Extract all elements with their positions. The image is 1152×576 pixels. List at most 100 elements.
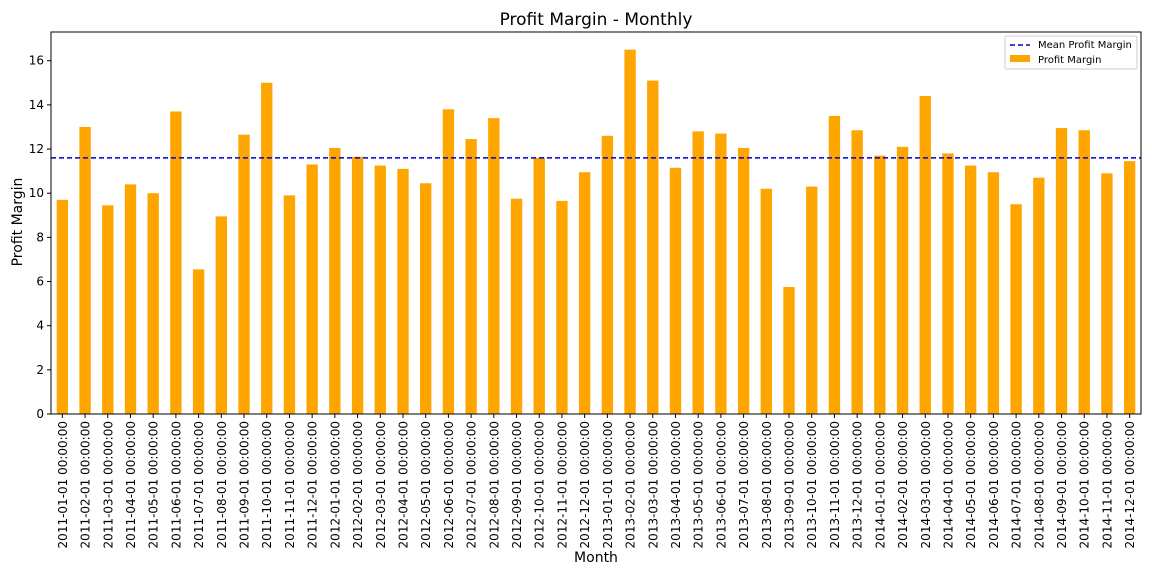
bar-2011-01 [56,199,69,414]
bar-2013-04 [669,167,682,414]
bar-2012-09 [510,198,523,414]
bar-2014-02 [896,146,909,415]
bar-2014-03 [919,96,931,415]
x-tick-label: 2012-07-01 00:00:00 [465,421,479,548]
x-tick-label: 2013-06-01 00:00:00 [714,421,728,548]
x-tick-label: 2014-04-01 00:00:00 [941,421,955,548]
bar-2011-05 [147,193,159,414]
bar-2012-03 [374,165,386,414]
bar-2012-07 [465,139,477,415]
x-tick-label: 2011-12-01 00:00:00 [306,421,320,548]
bar-2012-12 [578,172,591,414]
x-tick-label: 2012-05-01 00:00:00 [419,421,433,548]
bar-2014-12 [1123,161,1136,414]
bar-2013-09 [783,287,795,414]
bar-2011-11 [283,195,296,414]
x-tick-label: 2011-05-01 00:00:00 [147,421,161,548]
x-tick-label: 2011-07-01 00:00:00 [192,421,206,548]
x-tick-label: 2012-01-01 00:00:00 [328,421,342,548]
x-tick-label: 2012-09-01 00:00:00 [510,421,524,548]
x-tick-label: 2012-12-01 00:00:00 [578,421,592,548]
x-tick-label: 2012-06-01 00:00:00 [442,421,456,548]
y-tick-label: 8 [36,230,44,244]
x-tick-label: 2014-10-01 00:00:00 [1078,421,1092,548]
x-tick-label: 2014-06-01 00:00:00 [987,421,1001,548]
axes-group: 0 2 4 6 8 10 12 14 16 2011-01-01 00:00:00 2011-02-… [29,31,1142,548]
bar-2013-12 [851,130,863,414]
x-tick-label: 2011-01-01 00:00:00 [56,421,70,548]
y-tick-label: 2 [36,363,44,377]
x-tick-label: 2013-09-01 00:00:00 [783,421,797,548]
bar-2011-06 [170,111,182,414]
bar-2013-03 [647,80,659,414]
bar-2014-01 [874,155,886,414]
x-tick-label: 2013-10-01 00:00:00 [805,421,819,548]
y-tick-label: 6 [36,275,44,289]
x-tick-label: 2013-02-01 00:00:00 [624,421,638,548]
bar-2012-04 [397,168,409,414]
bar-2014-04 [942,153,954,415]
x-tick-label: 2011-04-01 00:00:00 [124,421,138,548]
x-tick-label: 2013-12-01 00:00:00 [851,421,865,548]
bar-2014-11 [1101,173,1113,414]
bar-2014-10 [1078,130,1090,414]
bar-2012-10 [533,157,545,414]
x-tick-label: 2011-09-01 00:00:00 [238,421,252,548]
bar-2011-04 [124,184,137,414]
y-tick-label: 0 [36,407,44,421]
bar-2013-11 [828,115,841,414]
bar-2014-06 [987,172,1000,414]
bar-2012-06 [442,109,455,414]
x-tick-label: 2014-02-01 00:00:00 [896,421,910,548]
x-tick-label: 2014-01-01 00:00:00 [873,421,887,548]
bar-2012-05 [420,183,432,414]
bar-2014-07 [1010,204,1022,414]
x-axis-label: Month [574,550,618,566]
x-tick-label: 2011-06-01 00:00:00 [169,421,183,548]
y-tick-label: 16 [29,54,44,68]
legend-bar-swatch [1010,55,1030,62]
bar-2012-11 [556,200,568,414]
plot-frame [50,31,1142,415]
bar-2013-07 [737,147,750,414]
bar-2011-03 [102,205,114,414]
chart-title: Profit Margin - Monthly [500,10,693,30]
x-tick-label: 2014-05-01 00:00:00 [964,421,978,548]
y-tick-label: 12 [29,142,44,156]
bar-2012-08 [488,118,500,415]
x-tick-label: 2014-08-01 00:00:00 [1032,421,1046,548]
x-tick-label: 2012-10-01 00:00:00 [533,421,547,548]
x-tick-label: 2012-11-01 00:00:00 [555,421,569,548]
legend-label-profit-margin: Profit Margin [1038,55,1101,66]
bar-2013-10 [806,186,818,414]
x-tick-label: 2013-04-01 00:00:00 [669,421,683,548]
x-tick-label: 2011-03-01 00:00:00 [101,421,115,548]
x-tick-label: 2014-12-01 00:00:00 [1123,421,1137,548]
legend-box [1004,35,1138,70]
x-tick-label: 2011-10-01 00:00:00 [260,421,274,548]
y-tick-label: 10 [29,186,44,200]
bar-2014-08 [1033,177,1045,414]
x-tick-label: 2013-11-01 00:00:00 [828,421,842,548]
bar-2011-07 [192,269,205,414]
y-tick-label: 4 [36,319,44,333]
x-tick-label: 2014-07-01 00:00:00 [1010,421,1024,548]
x-tick-label: 2013-03-01 00:00:00 [646,421,660,548]
bar-2014-05 [965,165,977,414]
x-tick-label: 2014-11-01 00:00:00 [1100,421,1114,548]
bar-2011-12 [306,164,318,414]
bar-2013-01 [601,135,614,415]
x-tick-label: 2014-09-01 00:00:00 [1055,421,1069,548]
x-tick-label: 2011-08-01 00:00:00 [215,421,229,548]
x-tick-label: 2013-07-01 00:00:00 [737,421,751,548]
legend: Mean Profit Margin Profit Margin [1004,35,1138,70]
y-axis-label: Profit Margin [10,178,26,267]
x-tick-label: 2013-08-01 00:00:00 [760,421,774,548]
x-tick-label: 2012-03-01 00:00:00 [374,421,388,548]
x-tick-label: 2012-02-01 00:00:00 [351,421,365,548]
x-tick-label: 2013-01-01 00:00:00 [601,421,615,548]
x-tick-label: 2011-02-01 00:00:00 [79,421,93,548]
x-tick-label: 2011-11-01 00:00:00 [283,421,297,548]
